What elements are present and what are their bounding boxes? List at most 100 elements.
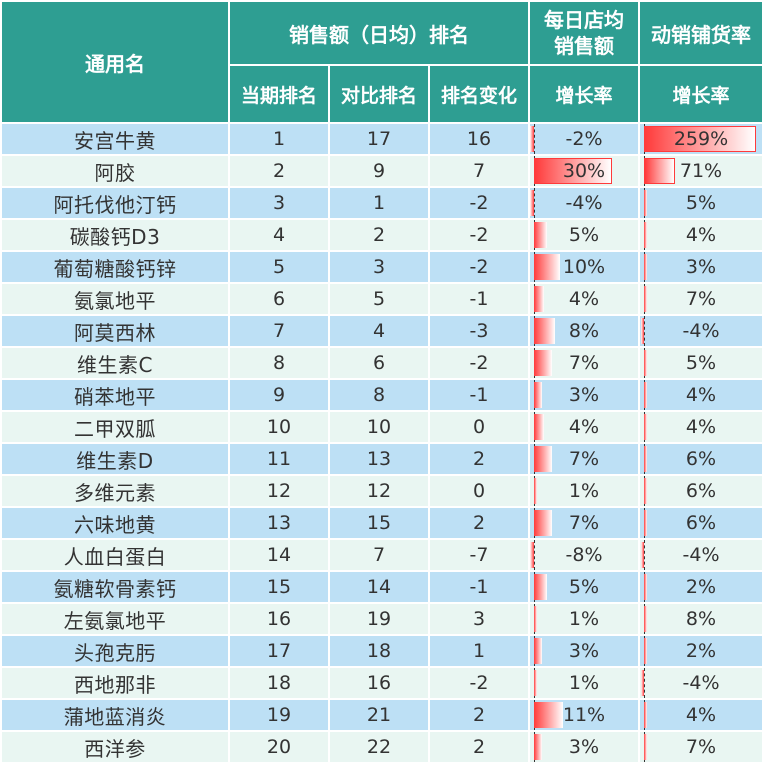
cell-name: 阿胶: [0, 155, 230, 188]
data-bar: [534, 350, 552, 376]
cell-name: 氨氯地平: [0, 283, 230, 316]
table-row: 葡萄糖酸钙锌 5 3 -2 10% 3%: [0, 251, 764, 284]
data-bar: [534, 158, 612, 184]
cell-dist-growth: 4%: [638, 411, 764, 444]
cell-name: 西地那非: [0, 667, 230, 700]
bar-value: 259%: [673, 128, 729, 150]
cell-name: 硝苯地平: [0, 379, 230, 412]
header-rank-change: 排名变化: [428, 64, 530, 124]
data-bar: [534, 574, 547, 600]
cell-current-rank: 1: [228, 123, 330, 156]
cell-store-growth: 10%: [528, 251, 640, 284]
cell-current-rank: 14: [228, 539, 330, 572]
data-bar: [644, 702, 647, 728]
cell-dist-growth: 4%: [638, 379, 764, 412]
cell-current-rank: 11: [228, 443, 330, 476]
cell-dist-growth: 7%: [638, 283, 764, 316]
table-body: 安宫牛黄 1 17 16 -2% 259% 阿胶 2 9 7 30% 71% 阿托伐他汀钙 3 1 -2 -4%…: [0, 123, 764, 764]
cell-name: 维生素D: [0, 443, 230, 476]
cell-dist-growth: 2%: [638, 635, 764, 668]
data-bar: [644, 734, 647, 760]
data-bar: [534, 670, 537, 696]
cell-name: 阿托伐他汀钙: [0, 187, 230, 220]
cell-store-growth: -2%: [528, 123, 640, 156]
cell-compare-rank: 7: [328, 539, 430, 572]
cell-current-rank: 13: [228, 507, 330, 540]
cell-name: 葡萄糖酸钙锌: [0, 251, 230, 284]
cell-current-rank: 17: [228, 635, 330, 668]
cell-dist-growth: 5%: [638, 347, 764, 380]
cell-rank-change: -1: [428, 571, 530, 604]
cell-current-rank: 3: [228, 187, 330, 220]
data-bar: [531, 126, 534, 152]
cell-current-rank: 2: [228, 155, 330, 188]
cell-store-growth: 5%: [528, 219, 640, 252]
table-row: 阿莫西林 7 4 -3 8% -4%: [0, 315, 764, 348]
cell-name: 安宫牛黄: [0, 123, 230, 156]
cell-name: 西洋参: [0, 731, 230, 764]
data-bar: [644, 574, 647, 600]
cell-compare-rank: 14: [328, 571, 430, 604]
cell-rank-change: -2: [428, 187, 530, 220]
table-row: 西地那非 18 16 -2 1% -4%: [0, 667, 764, 700]
bar-value: 4%: [685, 416, 717, 438]
table-row: 阿托伐他汀钙 3 1 -2 -4% 5%: [0, 187, 764, 220]
cell-rank-change: -3: [428, 315, 530, 348]
cell-dist-growth: 5%: [638, 187, 764, 220]
bar-value: 3%: [568, 736, 600, 758]
cell-rank-change: -2: [428, 667, 530, 700]
cell-rank-change: -1: [428, 283, 530, 316]
cell-dist-growth: 2%: [638, 571, 764, 604]
header-compare-rank: 对比排名: [328, 64, 430, 124]
cell-dist-growth: 4%: [638, 219, 764, 252]
header-sales-rank-group: 销售额（日均）排名: [228, 0, 530, 66]
header-store-sales-line2: 销售额: [554, 34, 614, 58]
table-row: 二甲双胍 10 10 0 4% 4%: [0, 411, 764, 444]
data-bar: [531, 190, 534, 216]
bar-value: 4%: [685, 384, 717, 406]
cell-rank-change: 2: [428, 699, 530, 732]
cell-dist-growth: 3%: [638, 251, 764, 284]
data-bar: [644, 286, 647, 312]
data-bar: [641, 318, 644, 344]
cell-store-growth: 30%: [528, 155, 640, 188]
cell-rank-change: -2: [428, 347, 530, 380]
data-bar: [534, 510, 552, 536]
bar-value: -4%: [565, 192, 603, 214]
bar-value: 8%: [685, 608, 717, 630]
cell-name: 氨糖软骨素钙: [0, 571, 230, 604]
cell-store-growth: 1%: [528, 475, 640, 508]
cell-compare-rank: 4: [328, 315, 430, 348]
header-distribution-group: 动销铺货率: [638, 0, 764, 66]
cell-dist-growth: 6%: [638, 443, 764, 476]
data-bar: [534, 222, 547, 248]
bar-value: 7%: [568, 448, 600, 470]
cell-compare-rank: 6: [328, 347, 430, 380]
cell-compare-rank: 21: [328, 699, 430, 732]
header-current-rank: 当期排名: [228, 64, 330, 124]
cell-store-growth: 1%: [528, 667, 640, 700]
bar-value: 4%: [685, 224, 717, 246]
bar-axis: [644, 540, 645, 569]
cell-current-rank: 5: [228, 251, 330, 284]
bar-value: 7%: [685, 288, 717, 310]
table-row: 阿胶 2 9 7 30% 71%: [0, 155, 764, 188]
bar-value: 3%: [568, 384, 600, 406]
cell-name: 头孢克肟: [0, 635, 230, 668]
cell-rank-change: -2: [428, 219, 530, 252]
table-row: 多维元素 12 12 0 1% 6%: [0, 475, 764, 508]
table-row: 六味地黄 13 15 2 7% 6%: [0, 507, 764, 540]
data-bar: [644, 350, 647, 376]
data-bar: [534, 318, 555, 344]
cell-name: 蒲地蓝消炎: [0, 699, 230, 732]
cell-rank-change: -7: [428, 539, 530, 572]
cell-rank-change: -1: [428, 379, 530, 412]
cell-store-growth: 1%: [528, 603, 640, 636]
bar-value: 7%: [568, 512, 600, 534]
cell-current-rank: 6: [228, 283, 330, 316]
cell-compare-rank: 19: [328, 603, 430, 636]
cell-current-rank: 8: [228, 347, 330, 380]
bar-value: -8%: [565, 544, 603, 566]
cell-current-rank: 4: [228, 219, 330, 252]
cell-store-growth: -4%: [528, 187, 640, 220]
